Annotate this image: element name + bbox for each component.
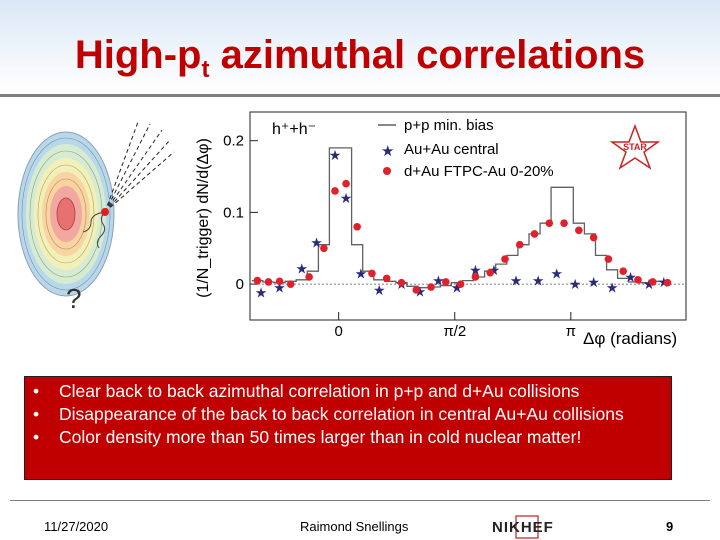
plot-frame xyxy=(249,111,687,321)
legend: p+p min. bias ★ Au+Au central d+Au FTPC-… xyxy=(378,117,554,180)
dau-point xyxy=(648,278,657,286)
legend-symbol-auau: ★ xyxy=(381,143,394,160)
dau-point xyxy=(342,179,350,188)
dau-point xyxy=(486,268,494,277)
title-rest: azimuthal correlations xyxy=(209,33,646,77)
dau-point xyxy=(353,222,361,231)
series-dau xyxy=(253,179,672,294)
y-ticks: 0 0.1 0.2 xyxy=(223,133,258,293)
dau-point xyxy=(560,219,568,227)
bullet-text: Color density more than 50 times larger … xyxy=(59,427,582,447)
dau-point xyxy=(286,280,295,288)
dau-point xyxy=(275,277,284,286)
x-tick-label: π/2 xyxy=(443,323,466,340)
auau-point: ★ xyxy=(510,273,523,289)
title-main: High-p xyxy=(74,33,202,77)
x-ticks: 0 π/2 π xyxy=(335,312,576,340)
dau-point xyxy=(456,280,465,288)
collision-point xyxy=(101,208,109,216)
auau-point: ★ xyxy=(550,265,563,281)
auau-point: ★ xyxy=(310,235,323,251)
page-number: 9 xyxy=(666,519,674,534)
dau-point xyxy=(331,187,339,195)
x-tick-label: π xyxy=(566,323,576,340)
figure: ? 0 0.1 0.2 0 π/2 π (1/N_trigger) dN/d(Δφ) Δ… xyxy=(17,111,687,348)
footer-author: Raimond Snellings xyxy=(300,519,409,534)
question-mark: ? xyxy=(66,283,82,314)
auau-point: ★ xyxy=(624,269,637,285)
dau-point xyxy=(412,286,421,294)
legend-label-auau: Au+Au central xyxy=(404,141,499,158)
star-logo: STAR xyxy=(609,123,661,170)
bullet-text: Clear back to back azimuthal correlation… xyxy=(59,381,580,401)
slide-title: High-pt azimuthal correlations xyxy=(0,30,720,95)
x-tick-label: 0 xyxy=(335,323,343,340)
bullet-glyph: • xyxy=(33,427,40,447)
dau-point xyxy=(253,276,262,285)
auau-point: ★ xyxy=(587,274,600,290)
bullet-item: • Color density more than 50 times larger… xyxy=(29,427,663,447)
nikhef-logo: NIKHEF xyxy=(492,515,554,539)
title-band xyxy=(0,0,720,92)
dau-point xyxy=(515,240,524,249)
dau-point xyxy=(589,233,598,242)
bullet-box: • Clear back to back azimuthal correlatio… xyxy=(24,376,672,480)
jet-lines xyxy=(82,121,175,249)
dau-point xyxy=(634,276,642,284)
dau-point xyxy=(427,283,435,291)
dau-point xyxy=(442,278,450,286)
auau-point: ★ xyxy=(273,280,286,296)
auau-point: ★ xyxy=(355,265,368,281)
y-tick-label: 0.1 xyxy=(223,204,244,221)
y-tick-label: 0.2 xyxy=(223,133,244,150)
dau-point xyxy=(619,267,627,276)
auau-point: ★ xyxy=(432,273,445,289)
y-axis-label: (1/N_trigger) dN/d(Δφ) xyxy=(195,138,212,298)
footer-divider xyxy=(10,500,710,501)
dau-point xyxy=(471,273,480,281)
dau-point xyxy=(382,274,391,283)
dau-point xyxy=(575,226,583,235)
bullet-item: • Disappearance of the back to back corre… xyxy=(29,404,663,424)
series-auau: ★★★★★★★★★★★★★★★★★★★★★★★ xyxy=(255,147,670,301)
auau-point: ★ xyxy=(569,276,582,292)
title-divider xyxy=(0,94,720,97)
dau-point xyxy=(264,278,273,286)
auau-point: ★ xyxy=(295,260,308,276)
star-logo-text: STAR xyxy=(623,142,647,152)
dau-point xyxy=(530,230,539,238)
dau-point xyxy=(604,255,613,263)
nikhef-logo-text: NIKHEF xyxy=(492,519,554,536)
footer-date: 11/27/2020 xyxy=(44,519,109,534)
dau-point xyxy=(305,273,313,281)
auau-point: ★ xyxy=(255,285,268,301)
dau-point xyxy=(501,255,509,263)
legend-label-dau: d+Au FTPC-Au 0-20% xyxy=(404,163,554,180)
dau-point xyxy=(368,269,376,278)
bullet-text: Disappearance of the back to back correl… xyxy=(59,404,624,424)
auau-point: ★ xyxy=(532,273,545,289)
auau-point: ★ xyxy=(329,147,342,163)
bullet-glyph: • xyxy=(33,381,40,401)
nucleus-cartoon xyxy=(17,131,115,297)
x-axis-label: Δφ (radians) xyxy=(583,329,677,348)
auau-point: ★ xyxy=(373,282,386,298)
auau-point: ★ xyxy=(340,190,353,206)
legend-symbol-dau xyxy=(383,167,391,175)
auau-point: ★ xyxy=(469,262,482,278)
dau-point xyxy=(663,278,672,287)
particle-label: h⁺+h⁻ xyxy=(272,121,316,138)
title-subscript: t xyxy=(201,56,210,83)
bullet-item: • Clear back to back azimuthal correlatio… xyxy=(29,381,663,401)
dau-point xyxy=(397,278,406,287)
dau-point xyxy=(320,244,328,253)
legend-label-pp: p+p min. bias xyxy=(404,117,494,134)
dau-point xyxy=(545,219,554,227)
bullet-glyph: • xyxy=(33,404,40,424)
auau-point: ★ xyxy=(606,280,619,296)
y-tick-label: 0 xyxy=(236,276,244,293)
